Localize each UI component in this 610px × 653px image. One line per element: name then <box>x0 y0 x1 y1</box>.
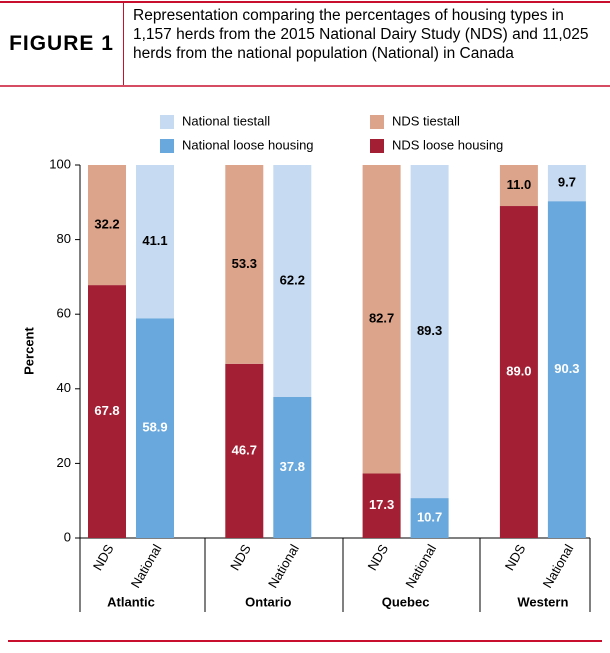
value-label: 89.0 <box>506 363 531 378</box>
value-label: 82.7 <box>369 311 394 326</box>
bar-segment <box>410 165 449 499</box>
bar-segment <box>225 165 264 364</box>
value-label: 37.8 <box>280 459 305 474</box>
y-tick-label: 40 <box>57 380 71 395</box>
value-label: 9.7 <box>558 175 576 190</box>
bar-label: National <box>540 542 577 591</box>
bar-label: NDS <box>364 541 391 573</box>
category-label: Western <box>517 594 568 609</box>
y-axis-label: Percent <box>21 326 36 374</box>
y-tick-label: 60 <box>57 306 71 321</box>
category-label: Quebec <box>382 594 430 609</box>
y-tick-label: 100 <box>49 156 71 171</box>
bar-segment <box>499 206 538 538</box>
bar-segment <box>225 363 264 538</box>
value-label: 58.9 <box>142 420 167 435</box>
category-label: Ontario <box>245 594 291 609</box>
bar-segment <box>547 165 586 202</box>
value-label: 89.3 <box>417 323 442 338</box>
bar-segment <box>136 165 174 319</box>
legend-swatch <box>370 115 384 129</box>
legend-swatch <box>370 139 384 153</box>
bar-segment <box>273 397 312 538</box>
legend-label: National tiestall <box>182 113 270 128</box>
bar-segment <box>499 165 538 207</box>
bar-label: NDS <box>502 541 529 573</box>
bar-segment <box>88 165 126 286</box>
legend-swatch <box>160 139 174 153</box>
legend-label: NDS loose housing <box>392 137 503 152</box>
bar-label: NDS <box>90 541 117 573</box>
bar-label: National <box>265 542 302 591</box>
chart-title: Representation comparing the percentages… <box>133 7 589 62</box>
legend-label: National loose housing <box>182 137 314 152</box>
value-label: 11.0 <box>507 177 532 192</box>
bar-segment <box>88 285 126 538</box>
bar-segment <box>362 165 401 474</box>
value-label: 41.1 <box>142 233 167 248</box>
value-label: 62.2 <box>280 272 305 287</box>
value-label: 32.2 <box>94 216 119 231</box>
category-label: Atlantic <box>107 594 155 609</box>
bar-label: National <box>402 542 439 591</box>
bar-segment <box>410 498 449 538</box>
y-tick-label: 20 <box>57 455 71 470</box>
y-tick-label: 80 <box>57 231 71 246</box>
value-label: 46.7 <box>232 442 257 457</box>
value-label: 67.8 <box>94 403 119 418</box>
bar-segment <box>273 165 312 398</box>
value-label: 10.7 <box>417 509 442 524</box>
bar-segment <box>136 318 174 538</box>
bar-label: National <box>128 542 165 591</box>
value-label: 53.3 <box>232 256 257 271</box>
bar-label: NDS <box>227 541 254 573</box>
y-tick-label: 0 <box>64 529 71 544</box>
bar-segment <box>362 473 401 538</box>
figure-label: FIGURE 1 <box>0 3 124 85</box>
bar-segment <box>547 201 586 538</box>
value-label: 90.3 <box>554 361 579 376</box>
legend-label: NDS tiestall <box>392 113 460 128</box>
value-label: 17.3 <box>369 497 394 512</box>
legend-swatch <box>160 115 174 129</box>
